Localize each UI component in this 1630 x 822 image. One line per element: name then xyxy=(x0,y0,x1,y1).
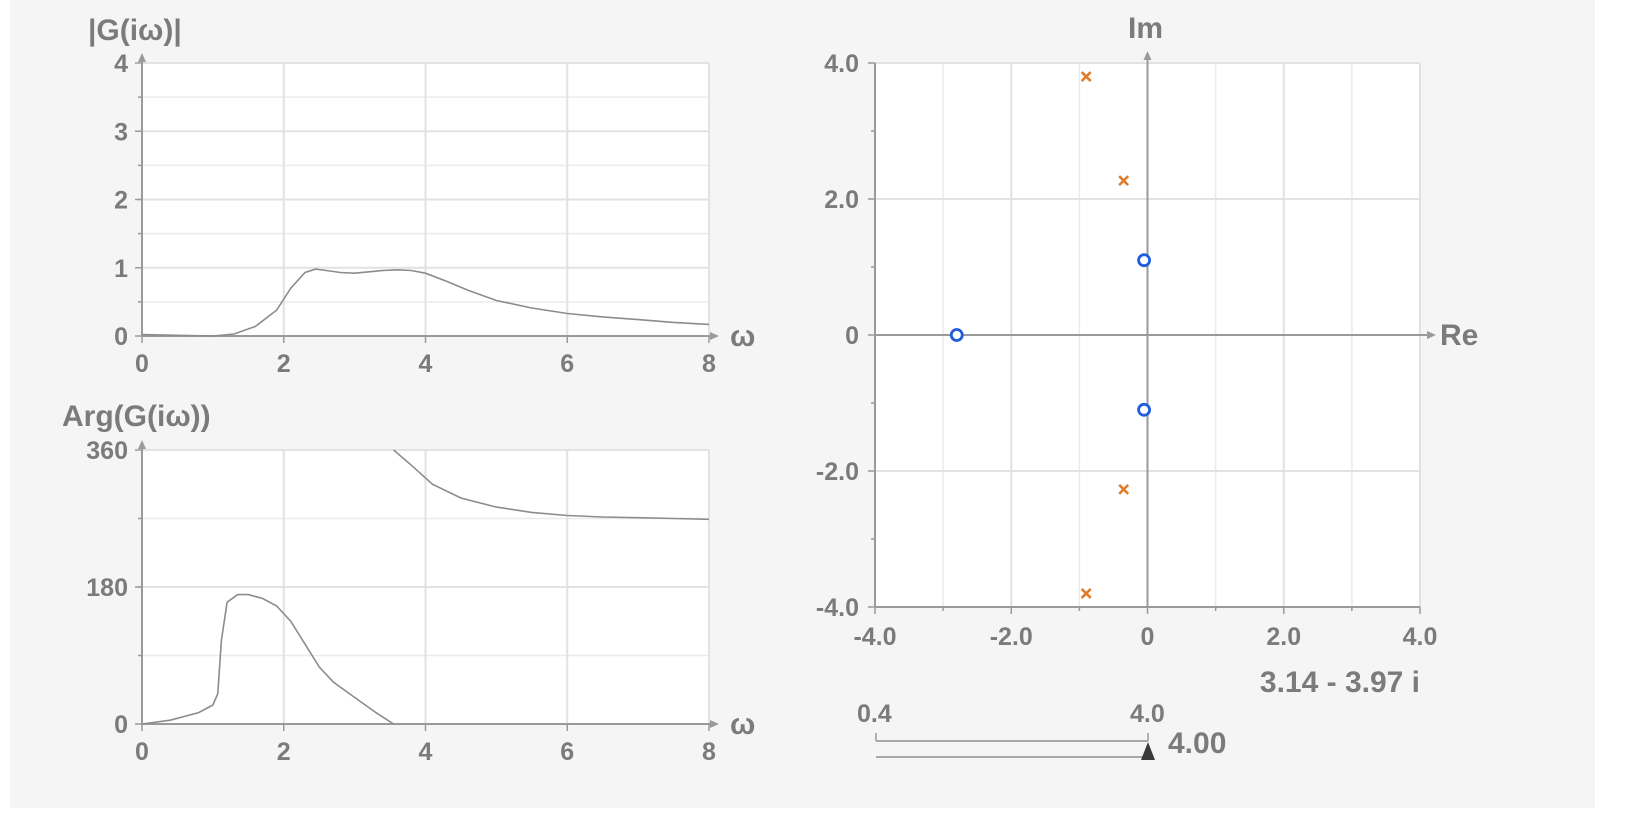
mag-x-tick-label: 6 xyxy=(560,350,574,378)
complex-plane-y-tick-label: -2.0 xyxy=(816,458,859,486)
slider-control: 0.4 4.0 4.00 xyxy=(857,700,1226,760)
complex-plane-x-tick-label: -2.0 xyxy=(990,623,1033,651)
magnitude-plot-title: |G(iω)| xyxy=(88,14,182,47)
slider-track[interactable] xyxy=(875,733,1149,758)
complex-plane-y-tick-label: -4.0 xyxy=(816,594,859,622)
phase-plot: Arg(G(iω)) 0 2 4 6 8 0 180 360 ω xyxy=(62,400,755,766)
magnitude-grid xyxy=(141,62,710,337)
arg-x-tick-label: 8 xyxy=(702,738,716,766)
complex-plane-x-tick-label: -4.0 xyxy=(853,623,896,651)
mag-y-tick-label: 1 xyxy=(114,255,128,283)
pole-marker[interactable] xyxy=(1118,483,1130,495)
real-axis-arrow xyxy=(1427,331,1436,339)
slider-min-label: 0.4 xyxy=(857,700,892,728)
slider-max-label: 4.0 xyxy=(1130,700,1165,728)
slider-value: 4.00 xyxy=(1168,727,1226,760)
arg-y-tick-label: 180 xyxy=(86,574,128,602)
imaginary-axis-arrow xyxy=(1143,51,1152,60)
complex-plane-x-tick-label: 0 xyxy=(1141,623,1155,651)
phase-grid xyxy=(141,449,710,725)
arg-x-tick-label: 6 xyxy=(560,738,574,766)
mag-series-line xyxy=(141,268,710,337)
poles-and-zeros xyxy=(949,71,1151,599)
arg-x-tick-label: 2 xyxy=(277,738,291,766)
arg-y-tick-label: 360 xyxy=(86,437,128,465)
mag-y-tick-label: 0 xyxy=(114,323,128,351)
slider-handle[interactable] xyxy=(1141,742,1155,760)
mag-x-tick-label: 2 xyxy=(277,350,291,378)
real-axis-label: Re xyxy=(1440,319,1478,352)
mag-x-tick-label: 4 xyxy=(419,350,433,378)
pole-marker[interactable] xyxy=(1080,71,1092,83)
chart-canvas: |G(iω)| 0 2 4 6 8 0 1 2 3 4 ω Arg(G(iω)) 0 2 4 6 8 0 18… xyxy=(62,12,1478,766)
arg-x-tick-label: 0 xyxy=(135,738,149,766)
pole-zero-plot: -4.0 -2.0 0 2.0 4.0 -4.0 -2.0 0 2.0 4.0 Im Re 3.1… xyxy=(816,12,1478,699)
complex-readout: 3.14 - 3.97 i xyxy=(1260,666,1420,699)
zero-marker[interactable] xyxy=(1137,253,1151,268)
complex-plane-x-tick-label: 4.0 xyxy=(1403,623,1438,651)
magnitude-curve xyxy=(141,268,710,337)
imaginary-axis-label: Im xyxy=(1128,12,1163,45)
mag-y-axis-arrow xyxy=(138,53,146,62)
arg-x-axis-arrow xyxy=(710,720,719,728)
pole-marker[interactable] xyxy=(1080,587,1092,599)
complex-plane-y-tick-label: 4.0 xyxy=(824,50,859,78)
mag-y-tick-label: 3 xyxy=(114,118,128,146)
complex-plane-y-tick-label: 0 xyxy=(845,322,859,350)
arg-y-tick-label: 0 xyxy=(114,711,128,739)
phase-axes: 0 2 4 6 8 0 180 360 xyxy=(86,437,719,766)
mag-x-axis-arrow xyxy=(710,332,719,340)
complex-plane-y-tick-label: 2.0 xyxy=(824,186,859,214)
arg-series-line xyxy=(141,593,395,725)
arg-x-tick-label: 4 xyxy=(419,738,433,766)
complex-plane-x-tick-label: 2.0 xyxy=(1266,623,1301,651)
zero-marker[interactable] xyxy=(1137,402,1151,417)
bode-pole-zero-widget: |G(iω)| 0 2 4 6 8 0 1 2 3 4 ω Arg(G(iω)) 0 2 4 6 8 0 18… xyxy=(10,0,1595,808)
magnitude-x-axis-label: ω xyxy=(730,320,755,353)
arg-y-axis-arrow xyxy=(138,440,146,449)
mag-y-tick-label: 4 xyxy=(114,50,128,78)
mag-x-tick-label: 0 xyxy=(135,350,149,378)
slider-thumb[interactable] xyxy=(1141,742,1155,760)
magnitude-plot: |G(iω)| 0 2 4 6 8 0 1 2 3 4 ω xyxy=(88,14,755,378)
zero-marker[interactable] xyxy=(949,328,964,342)
phase-curve xyxy=(141,449,710,725)
arg-series-line xyxy=(393,449,710,521)
mag-x-tick-label: 8 xyxy=(702,350,716,378)
mag-y-tick-label: 2 xyxy=(114,187,128,215)
pole-marker[interactable] xyxy=(1118,175,1130,187)
phase-plot-title: Arg(G(iω)) xyxy=(62,400,211,433)
complex-plane-axes: -4.0 -2.0 0 2.0 4.0 -4.0 -2.0 0 2.0 4.0 xyxy=(816,50,1437,651)
phase-x-axis-label: ω xyxy=(730,708,755,741)
magnitude-axes: 0 2 4 6 8 0 1 2 3 4 xyxy=(114,50,719,378)
